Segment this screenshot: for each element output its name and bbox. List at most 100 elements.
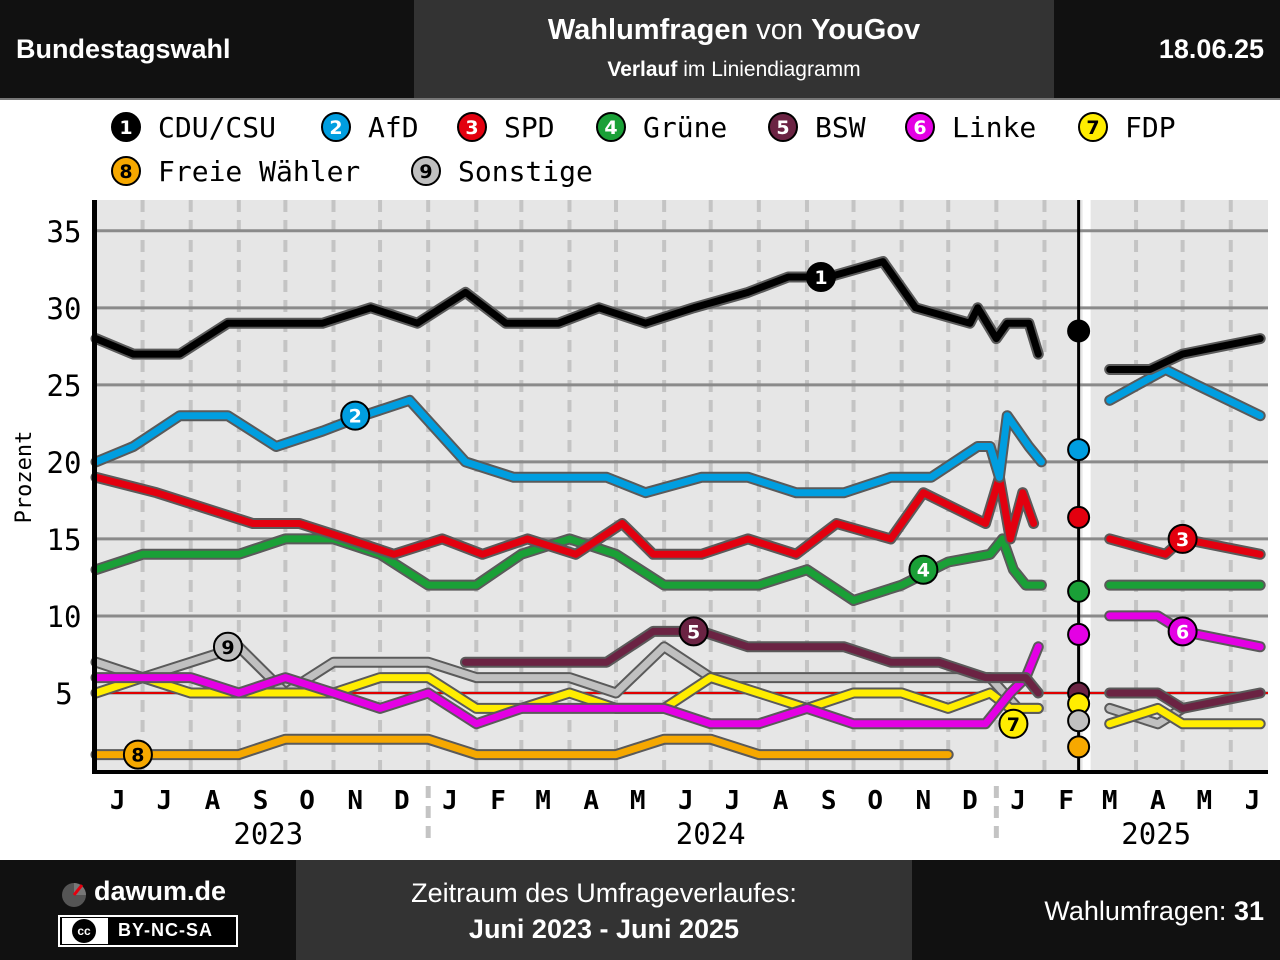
series-marker xyxy=(678,616,709,647)
x-month-label: A xyxy=(773,786,789,816)
series-line xyxy=(92,674,1042,712)
x-month-label: D xyxy=(394,786,410,816)
poll-count: Wahlumfragen: 31 xyxy=(1044,896,1264,926)
series-line xyxy=(92,258,1042,358)
x-month-label: J xyxy=(1245,786,1261,816)
series-marker-label: 1 xyxy=(814,267,827,289)
footer-right: Wahlumfragen: 31 xyxy=(912,860,1280,960)
series-marker-label: 7 xyxy=(1007,714,1020,736)
header-date: 18.06.25 xyxy=(1158,34,1264,64)
series-marker-label: 8 xyxy=(131,745,144,767)
y-axis-label: Prozent xyxy=(12,431,37,524)
dawum-logo-icon xyxy=(62,883,86,907)
legend-swatch xyxy=(457,112,487,142)
series-line xyxy=(92,396,1045,497)
series-line xyxy=(1106,366,1264,420)
legend-swatch xyxy=(1078,112,1108,142)
series-marker xyxy=(212,631,243,662)
series-marker-label: 6 xyxy=(1176,621,1189,643)
legend-item-3: 3 SPD xyxy=(457,111,555,144)
y-tick-label: 35 xyxy=(47,215,82,249)
series-marker-label: 4 xyxy=(917,560,930,582)
series-7 xyxy=(90,672,1266,730)
election-gap xyxy=(1082,200,1091,770)
legend-label: FDP xyxy=(1125,111,1176,144)
legend-swatch xyxy=(768,112,798,142)
cc-icon: cc xyxy=(62,918,108,944)
legend-number: 7 xyxy=(1086,117,1099,139)
x-month-label: J xyxy=(110,786,126,816)
result-dot xyxy=(1067,622,1091,646)
footer-left: dawum.de cc BY-NC-SA xyxy=(0,860,296,960)
x-month-label: N xyxy=(347,786,363,816)
legend-number: 5 xyxy=(776,117,789,139)
series-8 xyxy=(90,733,954,761)
x-month-label: J xyxy=(156,786,172,816)
header-left: Bundestagswahl xyxy=(0,0,414,98)
legend-label: Linke xyxy=(952,111,1036,144)
legend-swatch xyxy=(321,112,351,142)
legend-label: Freie Wähler xyxy=(158,155,360,188)
x-year-label: 2025 xyxy=(1121,817,1191,851)
site-name[interactable]: dawum.de xyxy=(94,876,227,906)
x-month-label: S xyxy=(821,786,837,816)
series-4 xyxy=(90,533,1266,606)
series-line xyxy=(1106,335,1264,373)
x-month-label: O xyxy=(867,786,883,816)
y-tick-label: 15 xyxy=(47,523,82,557)
x-month-label: O xyxy=(299,786,315,816)
x-month-label: S xyxy=(253,786,269,816)
period-value: Juni 2023 - Juni 2025 xyxy=(468,914,740,944)
y-tick-label: 25 xyxy=(47,369,82,403)
election-title: Bundestagswahl xyxy=(16,34,231,64)
series-marker-label: 2 xyxy=(349,406,362,428)
result-dot xyxy=(1067,735,1091,759)
series-marker xyxy=(340,400,371,431)
series-marker xyxy=(122,739,153,770)
license-text: BY-NC-SA xyxy=(118,920,214,940)
result-dot xyxy=(1067,505,1091,529)
legend-label: BSW xyxy=(815,111,866,144)
legend-swatch xyxy=(111,112,141,142)
legend-item-7: 7 FDP xyxy=(1078,111,1176,144)
result-dot xyxy=(1067,709,1091,733)
x-month-label: F xyxy=(490,786,506,816)
series-marker-label: 5 xyxy=(687,621,700,643)
legend-swatch xyxy=(111,156,141,186)
legend-label: SPD xyxy=(504,111,555,144)
x-year-label: 2024 xyxy=(676,817,746,851)
legend-swatch xyxy=(596,112,626,142)
chart-subtitle: Verlauf im Liniendiagramm xyxy=(607,58,861,81)
x-month-label: A xyxy=(205,786,221,816)
legend-item-8: 8 Freie Wähler xyxy=(111,155,360,188)
legend-number: 1 xyxy=(119,117,132,139)
header-center: Wahlumfragen von YouGov Verlauf im Linie… xyxy=(414,0,1054,98)
y-tick-label: 20 xyxy=(47,446,82,480)
x-axis-line xyxy=(92,770,1268,774)
series-2 xyxy=(90,364,1266,499)
period-label: Zeitraum des Umfrageverlaufes: xyxy=(411,878,797,908)
legend-swatch xyxy=(411,156,441,186)
series-line xyxy=(1106,704,1264,728)
license-badge[interactable]: cc BY-NC-SA xyxy=(58,915,238,947)
x-month-label: A xyxy=(1150,786,1166,816)
series-marker-label: 9 xyxy=(221,637,234,659)
series-marker-label: 3 xyxy=(1176,529,1189,551)
y-tick-label: 30 xyxy=(47,292,82,326)
legend-label: Grüne xyxy=(643,111,727,144)
x-month-label: M xyxy=(1102,786,1118,816)
series-line xyxy=(92,473,1038,558)
x-month-label: F xyxy=(1058,786,1074,816)
series-marker xyxy=(805,262,836,293)
series-line xyxy=(92,735,952,759)
series-marker xyxy=(1167,616,1198,647)
result-dot xyxy=(1067,319,1091,343)
legend-number: 3 xyxy=(465,117,478,139)
legend-label: Sonstige xyxy=(458,155,593,188)
y-axis-line xyxy=(92,200,97,774)
x-month-label: M xyxy=(535,786,551,816)
x-month-label: A xyxy=(583,786,599,816)
legend-number: 2 xyxy=(329,117,342,139)
legend-label: CDU/CSU xyxy=(158,111,276,144)
